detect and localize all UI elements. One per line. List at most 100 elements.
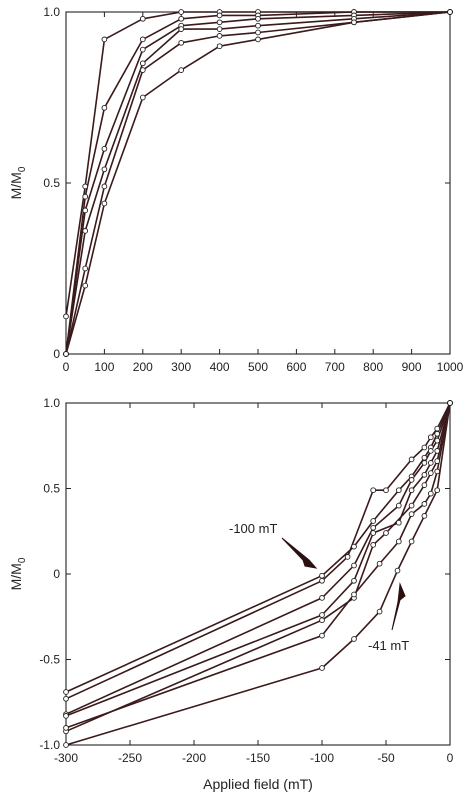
bot-data-point xyxy=(376,608,383,615)
bot-data-point xyxy=(427,470,434,476)
top-plot-frame xyxy=(65,11,451,355)
bot-data-point xyxy=(63,742,69,748)
bot-data-point xyxy=(63,713,69,719)
bot-data-point xyxy=(370,530,377,536)
bot-data-point xyxy=(351,577,357,584)
bot-data-point xyxy=(383,487,389,494)
top-data-point xyxy=(63,313,69,320)
top-data-point xyxy=(101,200,108,207)
bot-data-point xyxy=(427,460,434,466)
bot-y-tick-label: 0.5 xyxy=(43,482,60,496)
top-ticks: 0 100 200 300 400 500 600 700 800 900 1000 0 0.5 1.0 xyxy=(43,5,463,374)
top-data-point xyxy=(101,166,108,173)
top-data-point xyxy=(63,351,69,357)
bottom-x-axis-label: Applied field (mT) xyxy=(203,776,313,792)
bot-data-point xyxy=(319,572,325,579)
top-data-point xyxy=(139,60,146,67)
top-y-tick-label: 1.0 xyxy=(43,5,60,19)
top-data-point xyxy=(255,29,261,36)
bot-data-point xyxy=(421,460,428,466)
top-data-point xyxy=(139,94,146,101)
top-data-point xyxy=(216,26,223,32)
top-x-tick-label: 400 xyxy=(210,360,230,374)
top-data-point xyxy=(139,15,146,22)
bot-data-point xyxy=(421,501,428,507)
annotation-minus-100-mt-arrow xyxy=(281,537,318,569)
top-x-tick-label: 900 xyxy=(402,360,422,374)
bot-data-point xyxy=(63,695,69,702)
bottom-points-group xyxy=(63,400,453,748)
top-y-axis-label-main: M/M xyxy=(8,172,24,199)
bottom-panel: -300 -250 -200 -150 -100 -50 0-1.0-0.500.51.0 … xyxy=(8,396,454,792)
bot-data-point xyxy=(394,567,401,574)
top-data-point xyxy=(101,183,108,190)
top-x-tick-label: 1000 xyxy=(437,360,464,374)
bottom-series-group xyxy=(65,402,451,746)
bot-data-point xyxy=(395,487,402,494)
top-y-axis-label: M/M0 xyxy=(8,166,28,199)
top-data-point xyxy=(101,36,108,43)
top-data-point xyxy=(101,145,108,152)
bot-data-point xyxy=(434,448,441,454)
top-series-line-1 xyxy=(65,11,450,317)
bot-data-point xyxy=(427,490,434,497)
bot-data-point xyxy=(447,400,453,406)
top-y-tick-label: 0.5 xyxy=(43,176,60,190)
bottom-y-axis-label-sub: 0 xyxy=(17,557,28,563)
top-series-line-3 xyxy=(65,11,451,355)
annotation-minus-100-mt: -100 mT xyxy=(229,521,277,536)
top-data-point xyxy=(216,33,223,39)
top-data-point xyxy=(178,9,185,15)
bot-data-point xyxy=(383,530,389,536)
bot-data-point xyxy=(319,617,325,624)
bot-series-line-5 xyxy=(65,402,451,733)
top-data-point xyxy=(139,67,146,73)
bot-data-point xyxy=(408,477,415,483)
bot-data-point xyxy=(427,434,434,441)
top-data-point xyxy=(82,228,89,234)
top-x-tick-label: 700 xyxy=(325,360,345,374)
top-x-tick-label: 300 xyxy=(171,360,191,374)
top-x-tick-label: 800 xyxy=(363,360,383,374)
top-series-line-5 xyxy=(65,11,451,355)
top-data-point xyxy=(447,9,453,15)
bot-data-point xyxy=(408,456,415,463)
top-data-point xyxy=(351,19,357,26)
bot-x-tick-label: -300 xyxy=(54,751,78,765)
top-data-point xyxy=(82,265,89,272)
annotation-minus-41-mt: -41 mT xyxy=(368,638,409,653)
bot-data-point xyxy=(370,524,377,531)
top-data-point xyxy=(216,12,223,19)
bot-x-tick-label: -50 xyxy=(377,751,395,765)
bot-data-point xyxy=(370,518,377,524)
bot-series-line-6 xyxy=(65,402,451,729)
top-series-line-2 xyxy=(65,11,450,355)
top-points-group xyxy=(63,9,453,357)
bot-data-point xyxy=(395,502,402,509)
top-data-point xyxy=(82,207,89,214)
bot-y-tick-label: -1.0 xyxy=(39,738,60,752)
top-x-tick-label: 0 xyxy=(63,360,70,374)
bot-data-point xyxy=(408,511,415,517)
top-data-point xyxy=(255,15,261,22)
bot-data-point xyxy=(421,482,428,488)
bot-data-point xyxy=(319,632,325,639)
bot-data-point xyxy=(408,502,415,509)
top-x-tick-label: 600 xyxy=(286,360,306,374)
bot-x-tick-label: 0 xyxy=(447,751,454,765)
bot-data-point xyxy=(63,689,69,695)
bot-data-point xyxy=(319,665,325,671)
bot-x-tick-label: -150 xyxy=(246,751,270,765)
top-data-point xyxy=(178,39,185,46)
top-x-tick-label: 100 xyxy=(94,360,114,374)
top-x-tick-label: 200 xyxy=(133,360,153,374)
bot-data-point xyxy=(421,454,428,461)
top-data-point xyxy=(178,26,185,32)
bot-data-point xyxy=(421,471,428,478)
bot-series-line-1 xyxy=(65,402,451,693)
top-data-point xyxy=(216,19,223,26)
top-data-point xyxy=(216,43,223,50)
bottom-y-axis-label-main: M/M xyxy=(8,563,24,590)
bot-series-line-2 xyxy=(65,402,451,700)
